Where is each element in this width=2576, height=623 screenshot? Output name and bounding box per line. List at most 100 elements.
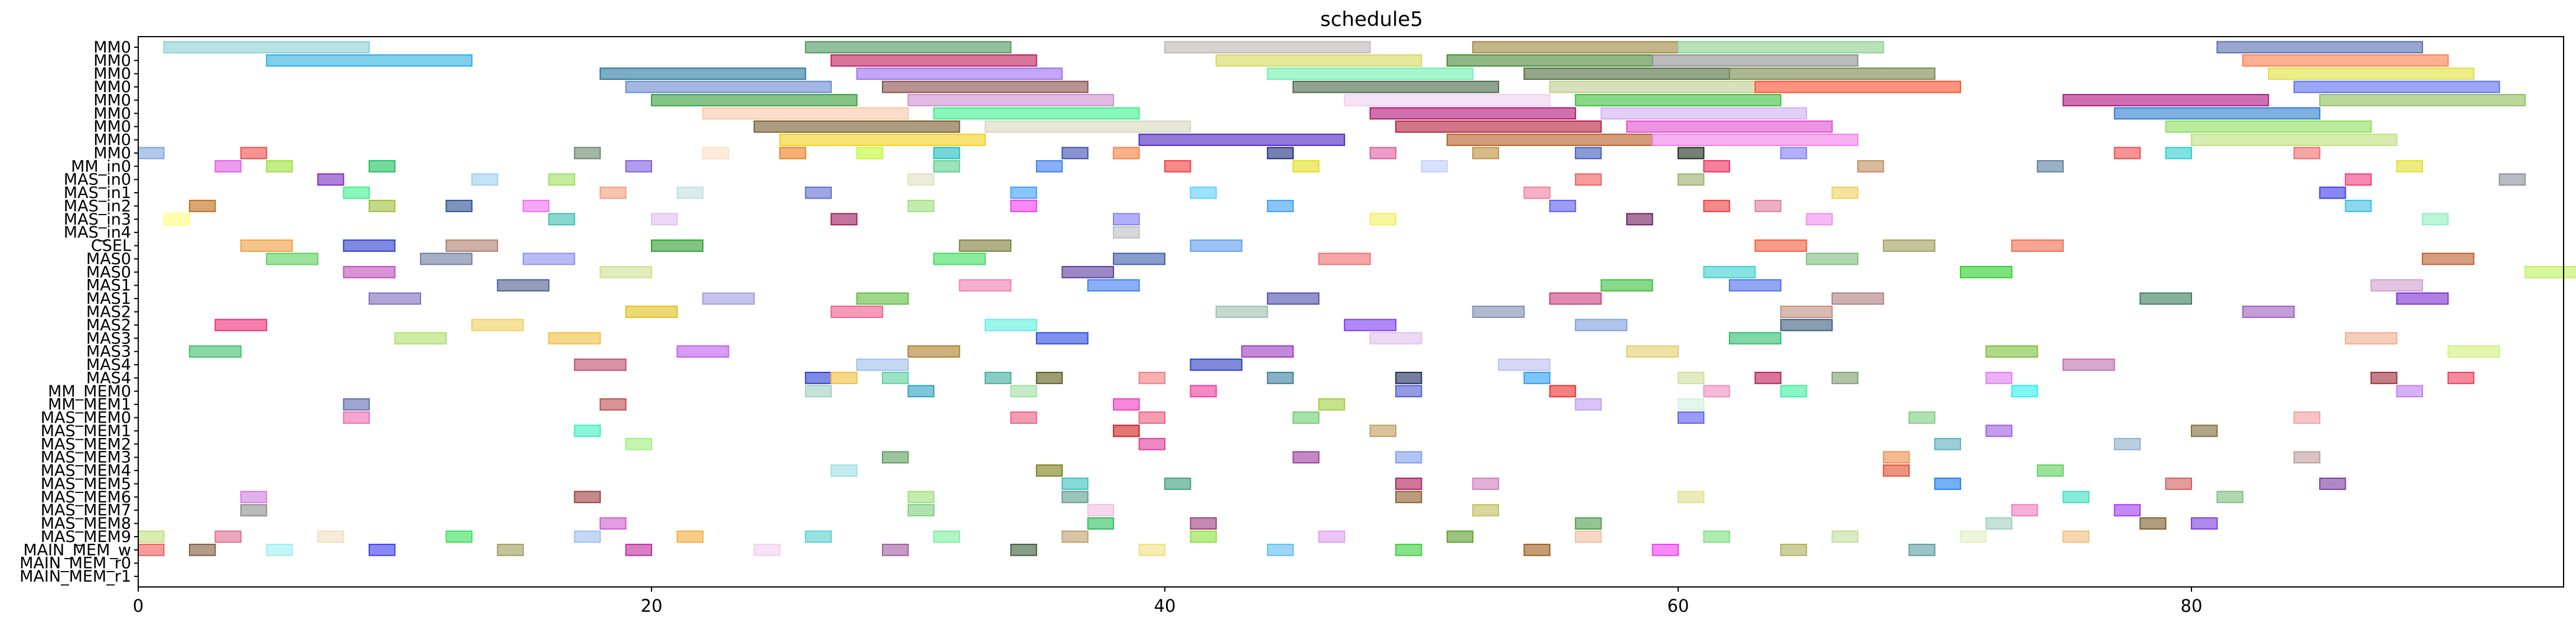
chart-title: schedule5 xyxy=(1320,8,1423,31)
task-bar xyxy=(1883,464,1910,477)
task-bar xyxy=(1369,107,1577,120)
task-bar xyxy=(1985,517,2012,530)
task-bar xyxy=(1523,186,1551,199)
task-bar xyxy=(1806,252,1859,265)
task-bar xyxy=(1292,451,1320,464)
task-bar xyxy=(1138,411,1165,424)
task-bar xyxy=(1831,530,1859,543)
task-bar xyxy=(2396,385,2424,398)
y-tick-label: MAIN_MEM_r1 xyxy=(19,567,131,586)
task-bar xyxy=(1446,134,1653,146)
task-bar xyxy=(1087,504,1115,517)
task-bar xyxy=(1780,147,1808,160)
task-bar xyxy=(1780,385,1808,398)
task-bar xyxy=(1857,160,1884,173)
task-bar xyxy=(2062,94,2269,106)
y-tick-label: MM0 xyxy=(93,131,131,150)
task-bar xyxy=(1754,200,1782,212)
task-bar xyxy=(1472,504,1499,517)
task-bar xyxy=(343,411,370,424)
task-bar xyxy=(2344,332,2398,345)
task-bar xyxy=(1677,147,1705,160)
y-tick-label: MAS_MEM4 xyxy=(41,462,131,480)
task-bar xyxy=(497,543,524,556)
task-bar xyxy=(1754,371,1782,384)
y-tick-label: MM0 xyxy=(93,105,131,123)
task-bar xyxy=(1909,543,1936,556)
y-tick-label: MAS_in0 xyxy=(64,171,131,189)
task-bar xyxy=(1626,120,1833,133)
task-bar xyxy=(574,358,627,371)
task-bar xyxy=(1369,424,1397,437)
task-bar xyxy=(1626,213,1653,226)
task-bar xyxy=(1190,186,1217,199)
task-bar xyxy=(1446,530,1474,543)
task-bar xyxy=(548,173,575,186)
task-bar xyxy=(856,358,909,371)
y-tick-label: MM0 xyxy=(93,65,131,83)
task-bar xyxy=(1754,239,1808,252)
task-bar xyxy=(574,424,601,437)
task-bar xyxy=(2139,517,2167,530)
task-bar xyxy=(882,451,909,464)
task-bar xyxy=(1472,478,1499,490)
task-bar xyxy=(2165,147,2192,160)
x-tick-label: 80 xyxy=(2181,596,2203,616)
task-bar xyxy=(2370,371,2398,384)
task-bar xyxy=(445,530,473,543)
task-bar xyxy=(959,279,1012,292)
task-bar xyxy=(1575,398,1602,411)
task-bar xyxy=(1138,437,1165,450)
y-tick-label: MM0 xyxy=(93,38,131,57)
task-bar xyxy=(1677,491,1705,504)
task-bar xyxy=(882,371,909,384)
task-bar xyxy=(1959,530,1987,543)
task-bars xyxy=(138,41,2576,556)
task-bar xyxy=(1677,411,1705,424)
task-bar xyxy=(266,54,473,67)
task-bar xyxy=(1395,491,1422,504)
y-tick-label: MM0 xyxy=(93,78,131,96)
task-bar xyxy=(1883,451,1910,464)
task-bar xyxy=(600,186,627,199)
task-bar xyxy=(1190,239,1243,252)
y-tick-label: MAS_MEM3 xyxy=(41,449,131,467)
task-bar xyxy=(856,147,884,160)
task-bar xyxy=(1549,80,1756,93)
task-bar xyxy=(1164,41,1371,54)
task-bar xyxy=(1472,41,1679,54)
y-tick-label: MAS_MEM9 xyxy=(41,528,131,546)
task-bar xyxy=(1318,398,1346,411)
task-bar xyxy=(1035,464,1063,477)
task-bar xyxy=(984,319,1037,332)
task-bar xyxy=(1035,160,1063,173)
task-bar xyxy=(1266,543,1294,556)
task-bar xyxy=(1292,160,1320,173)
task-bar xyxy=(1061,478,1089,490)
task-bar xyxy=(2113,437,2141,450)
task-bar xyxy=(1652,54,1859,67)
task-bar xyxy=(1703,200,1730,212)
task-bar xyxy=(1113,252,1165,265)
task-bar xyxy=(1395,371,1422,384)
task-bar xyxy=(2293,147,2321,160)
task-bar xyxy=(2422,252,2474,265)
task-bar xyxy=(1164,478,1191,490)
task-bar xyxy=(2216,41,2424,54)
task-bar xyxy=(138,543,165,556)
task-bar xyxy=(779,147,806,160)
y-tick-label: MAIN_MEM_w xyxy=(23,541,131,559)
y-axis-labels: MM0MM0MM0MM0MM0MM0MM0MM0MM0MM_in0MAS_in0… xyxy=(19,38,138,586)
task-bar xyxy=(1549,200,1577,212)
task-bar xyxy=(1010,200,1037,212)
task-bar xyxy=(1523,67,1730,80)
task-bar xyxy=(1318,530,1346,543)
task-bar xyxy=(1472,306,1525,318)
y-tick-label: MM_MEM0 xyxy=(48,382,131,401)
task-bar xyxy=(907,94,1115,106)
task-bar xyxy=(163,213,190,226)
task-bar xyxy=(1985,345,2038,358)
task-bar xyxy=(1035,371,1063,384)
task-bar xyxy=(1215,54,1422,67)
task-bar xyxy=(2165,478,2192,490)
